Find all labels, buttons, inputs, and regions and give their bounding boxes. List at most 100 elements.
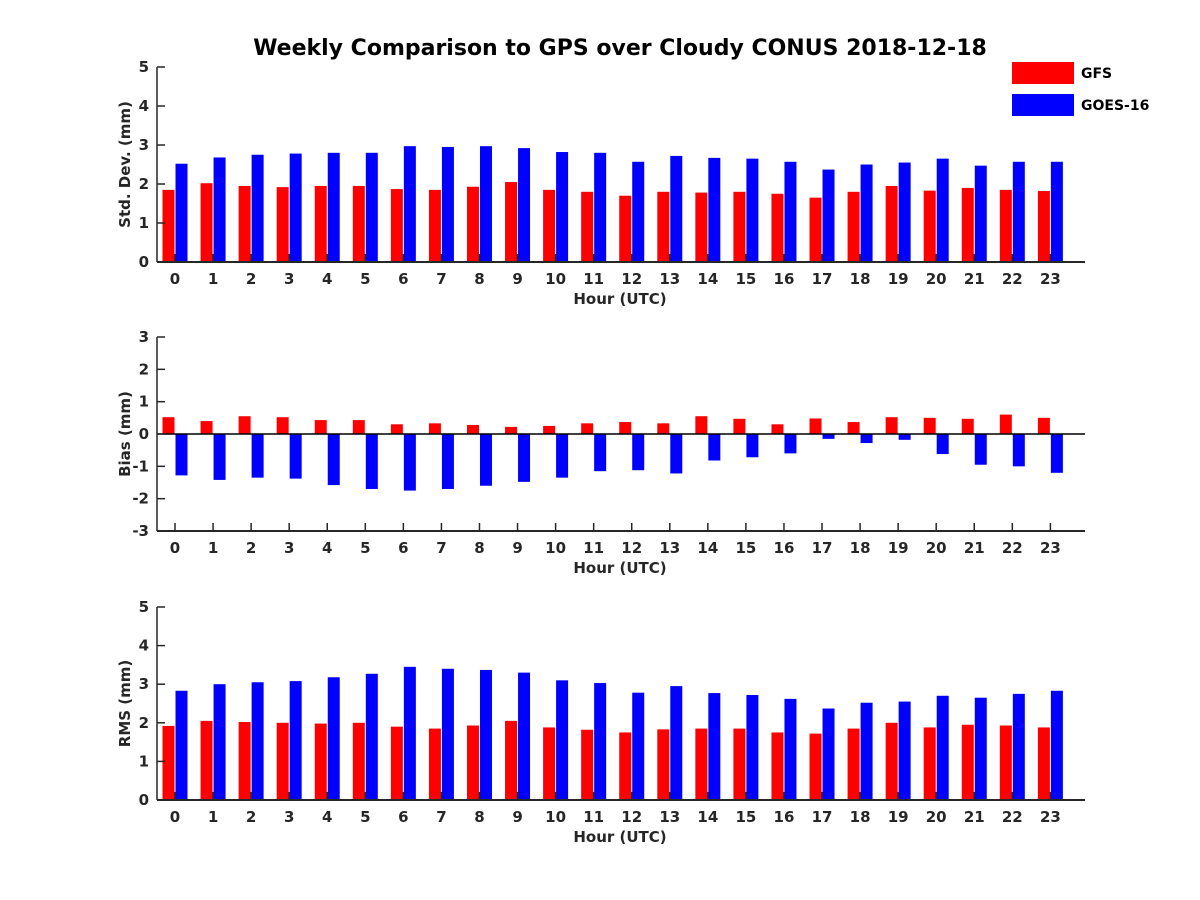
x-tick-label: 22 xyxy=(1002,270,1023,288)
bar-goes-16-23 xyxy=(1050,690,1063,800)
x-tick-label: 22 xyxy=(1002,808,1023,826)
bar-goes-16-11 xyxy=(594,152,607,262)
bar-goes-16-6 xyxy=(403,666,416,800)
bar-goes-16-12 xyxy=(632,161,645,262)
bar-gfs-18 xyxy=(847,422,860,434)
x-tick-label: 6 xyxy=(398,539,408,557)
bar-gfs-16 xyxy=(771,732,784,800)
bar-goes-16-9 xyxy=(518,672,531,800)
y-tick-label: 4 xyxy=(139,637,149,655)
bar-gfs-11 xyxy=(581,729,594,800)
y-axis-label: RMS (mm) xyxy=(116,660,134,747)
bar-goes-16-1 xyxy=(213,434,226,480)
bar-gfs-23 xyxy=(1037,191,1050,262)
bar-goes-16-4 xyxy=(327,677,340,800)
x-tick-label: 15 xyxy=(735,539,756,557)
bar-goes-16-13 xyxy=(670,434,683,474)
bar-goes-16-1 xyxy=(213,157,226,262)
bar-gfs-6 xyxy=(390,726,403,800)
bar-gfs-21 xyxy=(961,418,974,434)
bar-goes-16-12 xyxy=(632,692,645,800)
bar-gfs-15 xyxy=(733,418,746,434)
y-tick-label: 0 xyxy=(139,791,149,809)
legend: GFS GOES-16 xyxy=(1012,62,1149,116)
bar-gfs-8 xyxy=(466,725,479,800)
x-tick-label: 20 xyxy=(926,270,947,288)
x-tick-label: 23 xyxy=(1040,808,1061,826)
bar-gfs-9 xyxy=(505,426,518,434)
x-axis-label: Hour (UTC) xyxy=(573,828,666,846)
y-tick-label: -1 xyxy=(132,457,149,475)
x-tick-label: 4 xyxy=(322,270,332,288)
bar-goes-16-18 xyxy=(860,164,873,262)
x-tick-label: 0 xyxy=(170,270,180,288)
bar-goes-16-8 xyxy=(479,669,492,800)
y-tick-label: -3 xyxy=(132,522,149,540)
bar-gfs-2 xyxy=(238,185,251,262)
bar-gfs-17 xyxy=(809,418,822,434)
bar-gfs-12 xyxy=(619,195,632,262)
x-tick-label: 17 xyxy=(812,539,833,557)
x-tick-label: 22 xyxy=(1002,539,1023,557)
x-tick-label: 4 xyxy=(322,539,332,557)
x-tick-label: 19 xyxy=(888,808,909,826)
bar-gfs-3 xyxy=(276,417,289,434)
bar-goes-16-20 xyxy=(936,695,949,800)
bar-goes-16-8 xyxy=(479,146,492,262)
x-tick-label: 6 xyxy=(398,270,408,288)
bar-gfs-10 xyxy=(543,727,556,800)
bar-goes-16-11 xyxy=(594,683,607,800)
bar-goes-16-2 xyxy=(251,154,264,262)
y-tick-label: 2 xyxy=(139,360,149,378)
bar-gfs-22 xyxy=(999,725,1012,800)
x-tick-label: 3 xyxy=(284,808,294,826)
bar-gfs-4 xyxy=(314,420,327,434)
bar-gfs-10 xyxy=(543,425,556,434)
bar-goes-16-22 xyxy=(1012,434,1025,467)
x-tick-label: 20 xyxy=(926,539,947,557)
y-tick-label: 0 xyxy=(139,253,149,271)
x-tick-label: 1 xyxy=(208,270,218,288)
x-tick-label: 5 xyxy=(360,270,370,288)
x-tick-label: 14 xyxy=(697,808,718,826)
bar-gfs-7 xyxy=(428,423,441,434)
x-tick-label: 7 xyxy=(436,539,446,557)
bar-goes-16-6 xyxy=(403,434,416,491)
y-tick-label: 2 xyxy=(139,714,149,732)
x-tick-label: 13 xyxy=(659,270,680,288)
y-tick-label: 5 xyxy=(139,58,149,76)
y-tick-label: 3 xyxy=(139,328,149,346)
bar-goes-16-9 xyxy=(518,148,531,262)
y-axis-label: Bias (mm) xyxy=(116,391,134,477)
x-tick-label: 7 xyxy=(436,808,446,826)
bar-gfs-21 xyxy=(961,724,974,800)
bar-gfs-5 xyxy=(352,722,365,800)
x-tick-label: 18 xyxy=(850,808,871,826)
x-tick-label: 18 xyxy=(850,270,871,288)
bar-gfs-16 xyxy=(771,193,784,262)
bar-gfs-20 xyxy=(923,190,936,262)
bar-gfs-7 xyxy=(428,189,441,262)
bar-goes-16-20 xyxy=(936,158,949,262)
bar-goes-16-5 xyxy=(365,434,378,489)
bar-goes-16-10 xyxy=(556,680,569,800)
bar-goes-16-10 xyxy=(556,152,569,262)
bar-gfs-4 xyxy=(314,723,327,800)
x-axis-label: Hour (UTC) xyxy=(573,290,666,308)
bar-goes-16-19 xyxy=(898,434,911,440)
x-tick-label: 14 xyxy=(697,270,718,288)
x-tick-label: 8 xyxy=(474,270,484,288)
x-tick-label: 15 xyxy=(735,270,756,288)
bar-goes-16-17 xyxy=(822,708,835,800)
bar-gfs-14 xyxy=(695,192,708,262)
bar-goes-16-0 xyxy=(175,690,188,800)
y-tick-label: 3 xyxy=(139,675,149,693)
bar-gfs-15 xyxy=(733,728,746,800)
x-tick-label: 10 xyxy=(545,270,566,288)
bar-gfs-23 xyxy=(1037,417,1050,434)
x-tick-label: 10 xyxy=(545,808,566,826)
